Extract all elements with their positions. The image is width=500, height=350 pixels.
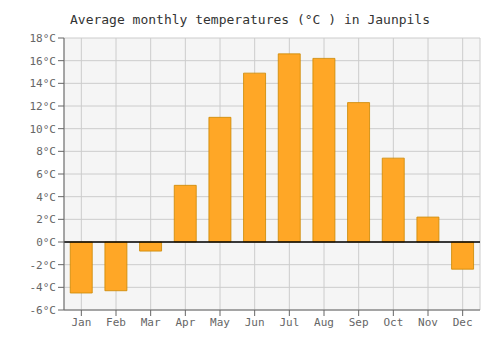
- svg-text:6°C: 6°C: [36, 168, 56, 181]
- svg-text:18°C: 18°C: [30, 32, 57, 45]
- svg-text:Apr: Apr: [175, 316, 195, 329]
- svg-text:16°C: 16°C: [30, 55, 57, 68]
- svg-text:Nov: Nov: [418, 316, 438, 329]
- svg-text:Mar: Mar: [141, 316, 161, 329]
- svg-text:14°C: 14°C: [30, 77, 57, 90]
- svg-text:Sep: Sep: [349, 316, 369, 329]
- svg-text:10°C: 10°C: [30, 123, 57, 136]
- svg-text:8°C: 8°C: [36, 145, 56, 158]
- svg-text:Oct: Oct: [383, 316, 403, 329]
- svg-text:Jan: Jan: [71, 316, 91, 329]
- html-text:Average monthly temperatures (: Average monthly temperatures (°C ) in Ja…: [70, 12, 430, 27]
- svg-text:Aug: Aug: [314, 316, 334, 329]
- svg-text:Jun: Jun: [245, 316, 265, 329]
- svg-text:12°C: 12°C: [30, 100, 57, 113]
- svg-text:0°C: 0°C: [36, 236, 56, 249]
- svg-text:Jul: Jul: [279, 316, 299, 329]
- svg-text:4°C: 4°C: [36, 191, 56, 204]
- svg-text:-4°C: -4°C: [30, 281, 57, 294]
- svg-text:May: May: [210, 316, 230, 329]
- svg-text:-6°C: -6°C: [30, 304, 57, 317]
- svg-text:Feb: Feb: [106, 316, 126, 329]
- svg-text:Dec: Dec: [453, 316, 473, 329]
- svg-text:-2°C: -2°C: [30, 259, 57, 272]
- svg-text:2°C: 2°C: [36, 213, 56, 226]
